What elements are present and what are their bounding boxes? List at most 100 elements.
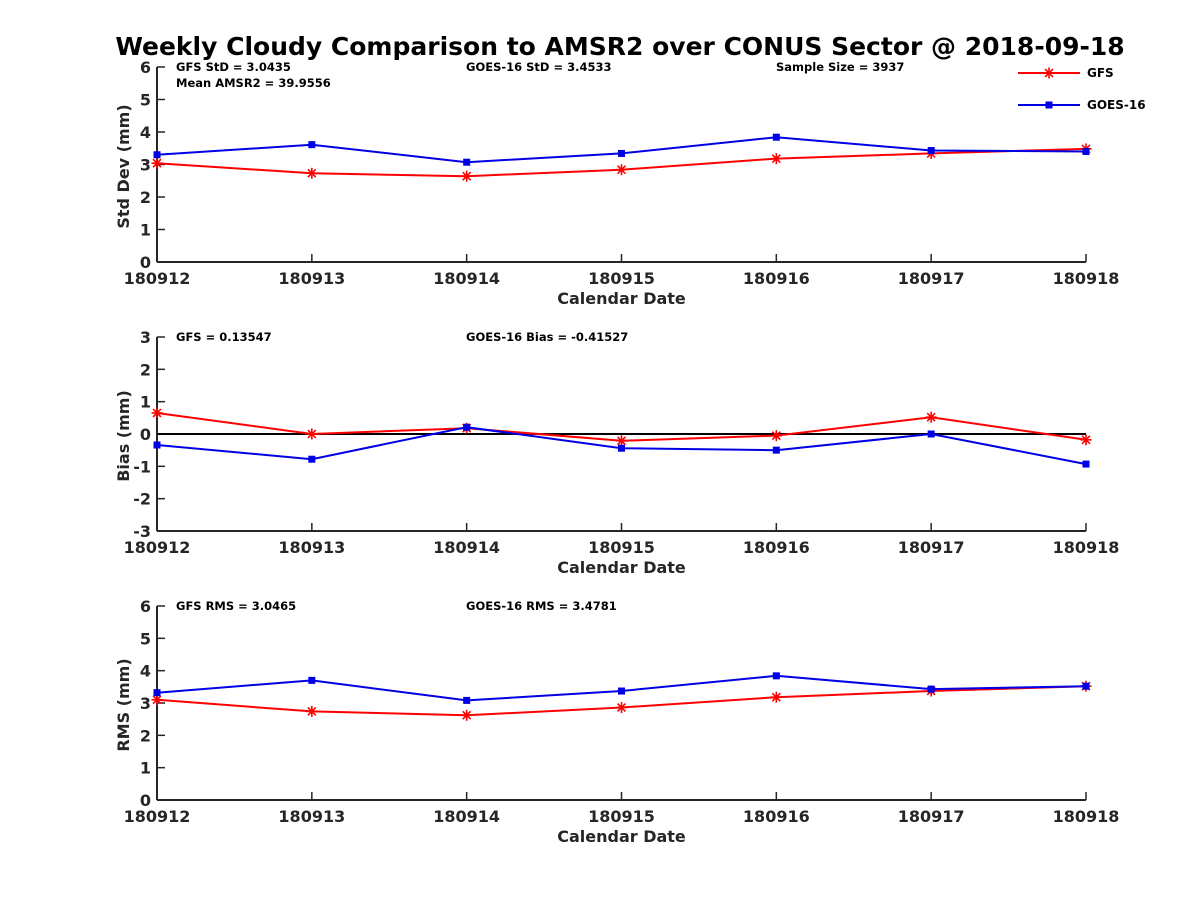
data-point-gfs bbox=[616, 164, 627, 176]
y-axis-label: Bias (mm) bbox=[114, 390, 133, 482]
data-point-gfs bbox=[306, 167, 318, 179]
x-tick-label: 180916 bbox=[743, 807, 810, 826]
y-axis-label: Std Dev (mm) bbox=[114, 104, 133, 228]
data-point-gfs bbox=[461, 709, 473, 721]
y-tick-label: 0 bbox=[140, 253, 151, 272]
x-tick-label: 180915 bbox=[588, 807, 655, 826]
x-tick-label: 180912 bbox=[124, 807, 191, 826]
panel-2: -3 -2 -1 0 1 2 3 180912 180913 180914 180915 180916… bbox=[114, 328, 1119, 577]
y-tick-label: 3 bbox=[140, 694, 151, 713]
panel-1: 0 1 2 3 4 5 6 180912 180913 180914 180915 180916 180… bbox=[114, 58, 1119, 308]
data-point-gfs bbox=[770, 153, 782, 165]
x-tick-label: 180915 bbox=[588, 269, 655, 288]
y-tick-label: 3 bbox=[140, 156, 151, 175]
y-tick-label: 6 bbox=[140, 597, 151, 616]
y-tick-label: 2 bbox=[140, 360, 151, 379]
x-tick-label: 180918 bbox=[1053, 538, 1120, 557]
panel-3: 0 1 2 3 4 5 6 180912 180913 180914 180915 180916 180… bbox=[114, 597, 1119, 846]
y-tick-label: 0 bbox=[140, 425, 151, 444]
data-point-goes16 bbox=[153, 689, 161, 697]
legend: GFS GOES-16 bbox=[1018, 66, 1146, 112]
x-tick-label: 180917 bbox=[898, 269, 965, 288]
y-tick-label: 5 bbox=[140, 91, 151, 110]
data-point-gfs bbox=[151, 157, 163, 169]
data-point-gfs bbox=[925, 411, 937, 423]
legend-marker bbox=[1045, 101, 1053, 109]
data-point-goes16 bbox=[1082, 148, 1090, 155]
x-tick-label: 180917 bbox=[898, 807, 965, 826]
x-tick-label: 180916 bbox=[743, 269, 810, 288]
data-point-goes16 bbox=[153, 441, 161, 449]
y-tick-label: 5 bbox=[140, 629, 151, 648]
data-point-goes16 bbox=[1082, 682, 1090, 690]
x-axis-label: Calendar Date bbox=[557, 558, 686, 577]
x-tick-label: 180913 bbox=[278, 269, 345, 288]
stat-annotation: Mean AMSR2 = 39.9556 bbox=[176, 76, 331, 90]
y-tick-label: -3 bbox=[133, 522, 151, 541]
panels: 0 1 2 3 4 5 6 180912 180913 180914 180915 180916 180… bbox=[114, 58, 1119, 846]
stat-annotation: GOES-16 Bias = -0.41527 bbox=[466, 330, 628, 344]
legend-label: GFS bbox=[1087, 66, 1114, 80]
x-tick-label: 180914 bbox=[433, 269, 500, 288]
data-point-goes16 bbox=[308, 141, 316, 149]
data-point-gfs bbox=[770, 430, 782, 442]
data-point-goes16 bbox=[618, 149, 625, 157]
x-tick-label: 180914 bbox=[433, 807, 500, 826]
data-point-goes16 bbox=[463, 158, 471, 166]
data-point-goes16 bbox=[772, 672, 780, 680]
x-tick-label: 180912 bbox=[124, 538, 191, 557]
data-point-goes16 bbox=[927, 685, 935, 693]
data-point-gfs bbox=[1080, 434, 1092, 446]
x-tick-label: 180916 bbox=[743, 538, 810, 557]
x-tick-label: 180918 bbox=[1053, 269, 1120, 288]
data-point-goes16 bbox=[463, 423, 471, 431]
y-tick-label: -2 bbox=[133, 490, 151, 509]
x-tick-label: 180918 bbox=[1053, 807, 1120, 826]
y-axis-label: RMS (mm) bbox=[114, 658, 133, 751]
stat-annotation: GOES-16 StD = 3.4533 bbox=[466, 60, 611, 74]
y-tick-label: 1 bbox=[140, 221, 151, 240]
data-point-goes16 bbox=[618, 444, 625, 452]
legend-item-goes16: GOES-16 bbox=[1018, 98, 1146, 112]
data-point-goes16 bbox=[772, 446, 780, 454]
legend-marker bbox=[1043, 67, 1055, 79]
stat-annotation: GFS = 0.13547 bbox=[176, 330, 272, 344]
data-point-goes16 bbox=[772, 133, 780, 141]
data-point-gfs bbox=[616, 702, 627, 714]
x-tick-label: 180912 bbox=[124, 269, 191, 288]
y-tick-label: 4 bbox=[140, 662, 151, 681]
y-tick-label: 3 bbox=[140, 328, 151, 347]
data-point-gfs bbox=[770, 691, 782, 703]
y-tick-label: -1 bbox=[133, 457, 151, 476]
y-tick-label: 2 bbox=[140, 188, 151, 207]
y-tick-label: 2 bbox=[140, 726, 151, 745]
x-tick-label: 180915 bbox=[588, 538, 655, 557]
data-point-gfs bbox=[461, 170, 473, 182]
data-point-gfs bbox=[616, 435, 627, 447]
data-point-goes16 bbox=[308, 676, 316, 684]
data-point-goes16 bbox=[618, 687, 625, 695]
y-tick-label: 1 bbox=[140, 759, 151, 778]
data-point-goes16 bbox=[1082, 460, 1090, 468]
y-tick-label: 0 bbox=[140, 791, 151, 810]
x-tick-label: 180913 bbox=[278, 807, 345, 826]
data-point-goes16 bbox=[927, 147, 935, 155]
data-point-gfs bbox=[306, 428, 318, 440]
stat-annotation: GOES-16 RMS = 3.4781 bbox=[466, 599, 617, 613]
series-line-goes-16 bbox=[156, 136, 1087, 164]
y-tick-label: 1 bbox=[140, 393, 151, 412]
data-point-gfs bbox=[151, 407, 163, 419]
x-tick-label: 180917 bbox=[898, 538, 965, 557]
legend-label: GOES-16 bbox=[1087, 98, 1146, 112]
x-tick-label: 180914 bbox=[433, 538, 500, 557]
x-axis-label: Calendar Date bbox=[557, 289, 686, 308]
data-point-gfs bbox=[306, 705, 318, 717]
y-tick-label: 4 bbox=[140, 123, 151, 142]
data-point-goes16 bbox=[463, 696, 471, 704]
y-tick-label: 6 bbox=[140, 58, 151, 77]
data-point-goes16 bbox=[153, 151, 161, 159]
stat-annotation: GFS RMS = 3.0465 bbox=[176, 599, 296, 613]
data-point-goes16 bbox=[308, 455, 316, 463]
stat-annotation: GFS StD = 3.0435 bbox=[176, 60, 291, 74]
